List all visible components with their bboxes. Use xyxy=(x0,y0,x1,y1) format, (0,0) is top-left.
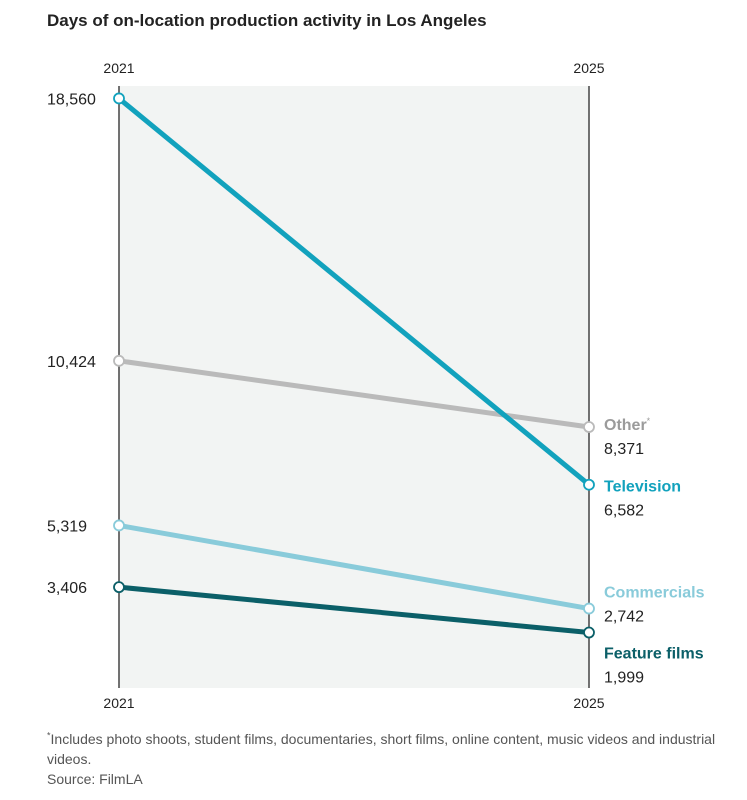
point-commercials-2021 xyxy=(113,519,125,532)
value-label-2021-commercials: 5,319 xyxy=(47,518,87,535)
x-tick-label-top-2025: 2025 xyxy=(573,60,604,76)
value-label-2025-feature-films: 1,999 xyxy=(604,670,644,687)
chart-title: Days of on-location production activity … xyxy=(47,11,487,30)
point-television-2025 xyxy=(583,478,595,491)
series-name-other: Other* xyxy=(604,416,651,434)
footnote-marker: * xyxy=(47,730,51,741)
value-label-2021-other: 10,424 xyxy=(47,354,96,371)
series-name-feature-films: Feature films xyxy=(604,646,704,663)
series-name-television: Television xyxy=(604,479,681,496)
value-label-2021-feature-films: 3,406 xyxy=(47,580,87,597)
point-other-2021 xyxy=(113,354,125,367)
value-label-2021-television: 18,560 xyxy=(47,91,96,108)
plot-background xyxy=(119,86,589,688)
series-name-commercials: Commercials xyxy=(604,585,705,602)
series-line-other xyxy=(116,358,592,430)
series-line-feature-films xyxy=(116,584,592,636)
value-label-2025-other: 8,371 xyxy=(604,441,644,458)
chart: 2021 2025 2021 2025 10,424 18,560 5,319 3,406 Ot… xyxy=(47,60,705,711)
value-label-2025-commercials: 2,742 xyxy=(604,609,644,626)
x-tick-label-bottom-2021: 2021 xyxy=(103,695,134,711)
series-line-television xyxy=(116,95,592,488)
value-label-2025-television: 6,582 xyxy=(604,503,644,520)
point-feature-films-2021 xyxy=(113,581,125,594)
footnote-text: Includes photo shoots, student films, do… xyxy=(47,731,716,767)
point-other-2025 xyxy=(583,421,595,433)
point-commercials-2025 xyxy=(583,602,595,615)
x-tick-label-top-2021: 2021 xyxy=(103,60,134,76)
series-line-commercials xyxy=(116,522,592,612)
point-feature-films-2025 xyxy=(583,626,595,639)
source-note: Source: FilmLA xyxy=(47,771,143,787)
x-tick-label-bottom-2025: 2025 xyxy=(573,695,604,711)
point-television-2021 xyxy=(113,92,125,105)
footnote: *Includes photo shoots, student films, d… xyxy=(47,729,727,769)
